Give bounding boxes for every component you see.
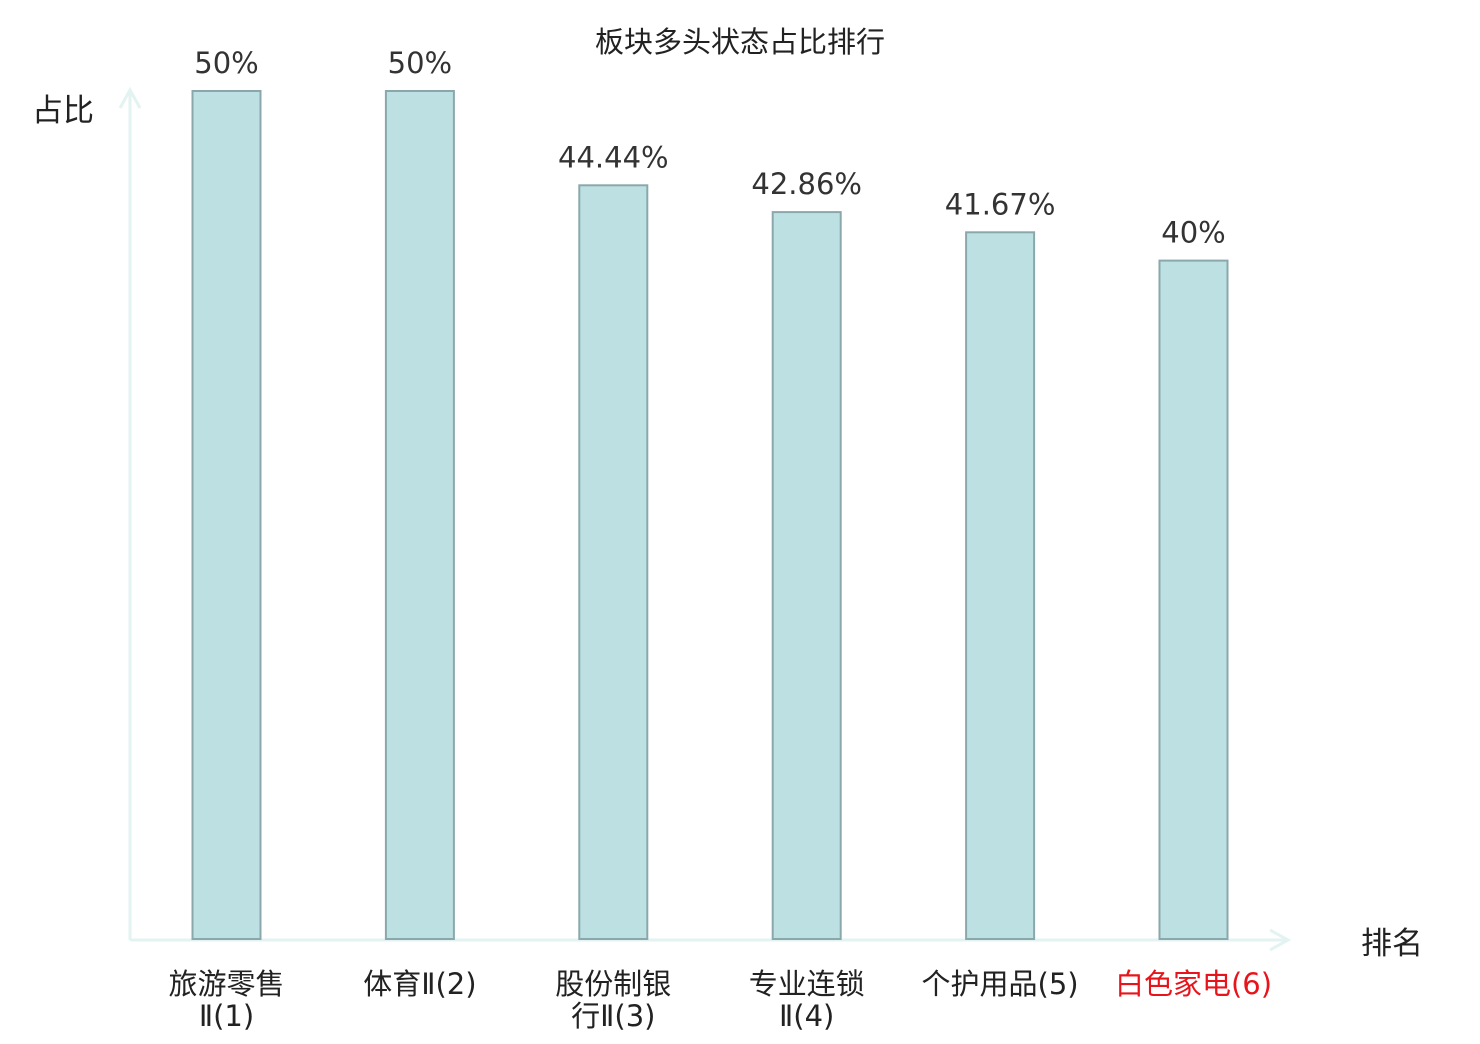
axes: 占比 排名 (32, 86, 1423, 962)
data-label-3: 44.44% (558, 140, 669, 174)
x-tick-label-5: 个护用品(5) (922, 967, 1079, 1001)
x-tick-label-1-line-2: Ⅱ(1) (199, 999, 254, 1033)
data-label-4: 42.86% (751, 167, 862, 201)
bar-6 (1158, 259, 1229, 941)
y-axis-label: 占比 (32, 93, 94, 129)
x-tick-label-3-line-1: 股份制银 (555, 967, 671, 1001)
bar-4 (771, 211, 842, 941)
data-label-2: 50% (388, 46, 452, 80)
y-axis-arrow-icon (118, 86, 142, 109)
chart-title: 板块多头状态占比排行 (595, 25, 885, 59)
bar-5 (965, 231, 1036, 941)
value-labels-group: 50% 50% 44.44% 42.86% 41.67% 40% (194, 46, 1225, 250)
data-label-1: 50% (194, 46, 258, 80)
x-axis-label: 排名 (1361, 926, 1423, 962)
x-tick-label-6: 白色家电(6) (1115, 967, 1272, 1001)
bars-group (191, 90, 1229, 941)
x-tick-label-2: 体育Ⅱ(2) (363, 967, 476, 1001)
data-label-5: 41.67% (945, 187, 1056, 221)
x-tick-label-4-line-2: Ⅱ(4) (779, 999, 834, 1033)
bar-2 (384, 90, 455, 940)
x-tick-label-3-line-2: 行Ⅱ(3) (571, 999, 655, 1033)
x-axis-arrow-icon (1269, 928, 1292, 952)
x-tick-label-1-line-1: 旅游零售 (168, 967, 284, 1001)
data-label-6: 40% (1161, 216, 1225, 250)
bar-3 (578, 184, 649, 941)
bar-1 (191, 90, 262, 940)
x-tick-label-4-line-1: 专业连锁 (749, 967, 865, 1001)
